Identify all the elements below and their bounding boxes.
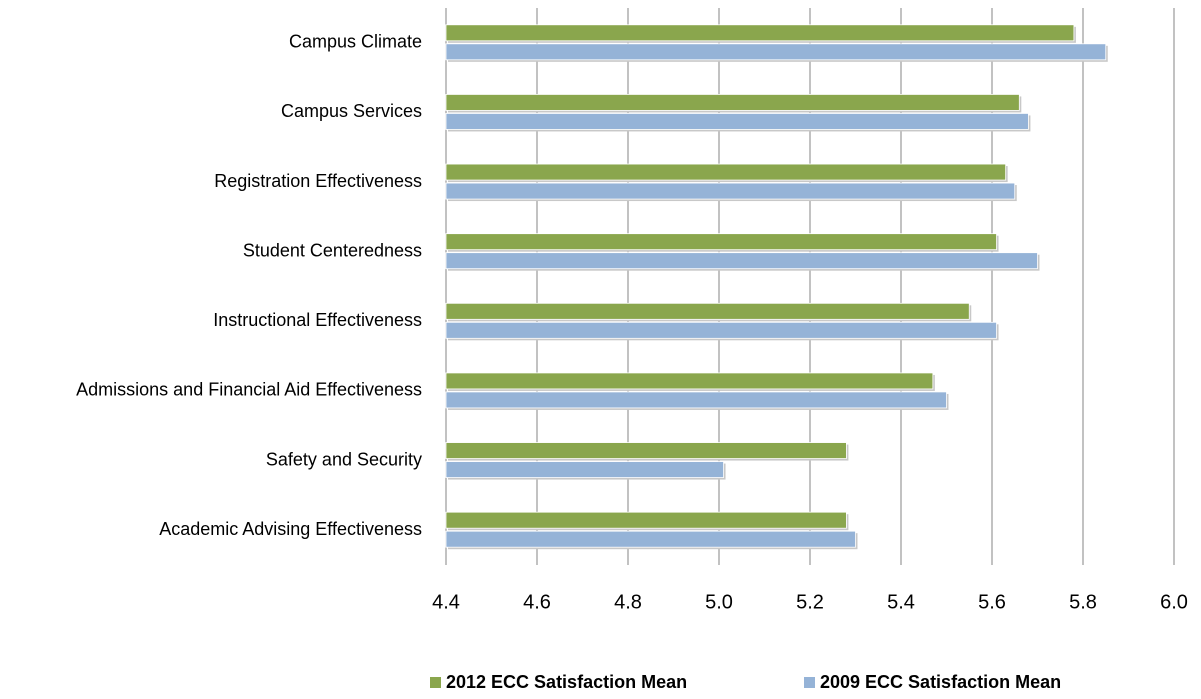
y-tick-label: Campus Services: [281, 101, 422, 121]
bar: [445, 511, 847, 529]
y-tick-label: Student Centeredness: [243, 240, 422, 260]
bar: [445, 372, 934, 390]
x-tick-label: 4.4: [432, 591, 460, 613]
x-tick-label: 4.8: [614, 591, 642, 613]
x-tick-label: 4.6: [523, 591, 551, 613]
bar: [445, 442, 847, 459]
x-tick-label: 5.6: [978, 591, 1006, 613]
y-tick-label: Campus Climate: [289, 32, 422, 52]
bar: [445, 113, 1029, 130]
bar: [445, 252, 1038, 270]
bar: [445, 530, 856, 548]
y-tick-label: Academic Advising Effectiveness: [159, 519, 422, 539]
y-tick-label: Admissions and Financial Aid Effectivene…: [76, 380, 422, 400]
bar: [445, 163, 1007, 181]
x-tick-label: 5.8: [1069, 591, 1097, 613]
bar: [445, 182, 1016, 200]
y-tick-label: Registration Effectiveness: [214, 171, 422, 191]
x-tick-label: 5.4: [887, 591, 915, 613]
x-tick-label: 5.2: [796, 591, 824, 613]
bar: [445, 24, 1075, 42]
x-tick-label: 6.0: [1160, 591, 1188, 613]
bar: [445, 94, 1020, 111]
y-tick-label: Safety and Security: [266, 449, 422, 469]
bar: [445, 391, 947, 409]
bar: [445, 233, 997, 251]
bar: [445, 321, 997, 339]
y-tick-label: Instructional Effectiveness: [213, 310, 422, 330]
legend-swatch: [430, 677, 441, 688]
bar: [445, 461, 724, 478]
legend-label: 2009 ECC Satisfaction Mean: [820, 672, 1061, 692]
bar: [445, 43, 1107, 61]
bar: [445, 302, 970, 320]
x-tick-label: 5.0: [705, 591, 733, 613]
legend-label: 2012 ECC Satisfaction Mean: [446, 672, 687, 692]
legend-swatch: [804, 677, 815, 688]
